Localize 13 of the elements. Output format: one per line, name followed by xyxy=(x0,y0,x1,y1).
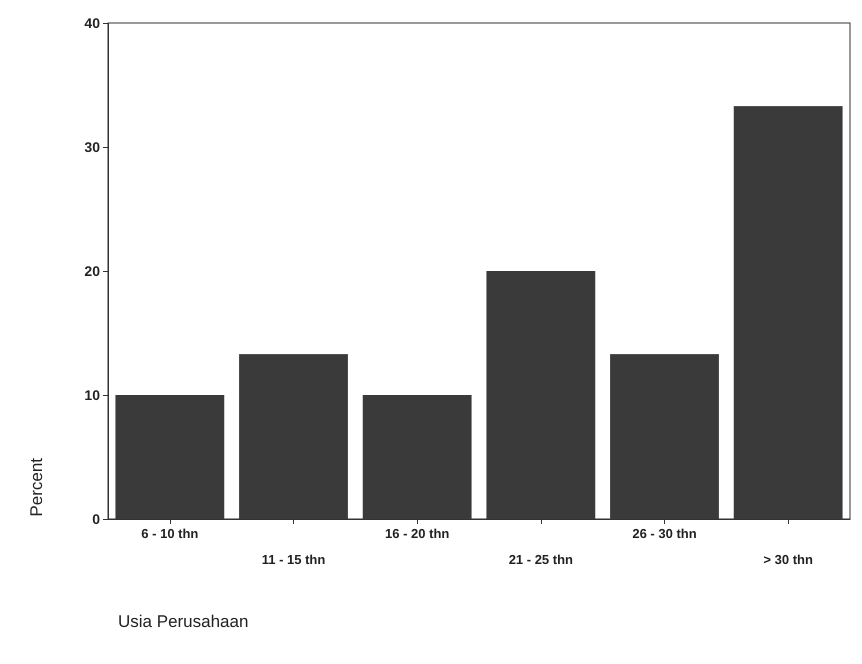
x-tick-label: 21 - 25 thn xyxy=(508,552,574,567)
y-tick-label: 20 xyxy=(84,263,100,279)
x-tick-label: 16 - 20 thn xyxy=(385,526,450,541)
y-tick-label: 10 xyxy=(84,387,100,403)
y-tick-label: 40 xyxy=(84,15,100,31)
y-tick-label: 0 xyxy=(92,511,100,527)
x-tick-label: > 30 thn xyxy=(763,552,813,567)
x-tick-label: 11 - 15 thn xyxy=(262,552,326,567)
y-tick-label: 30 xyxy=(84,139,100,155)
x-tick-label: 26 - 30 thn xyxy=(632,526,697,541)
x-axis-title: Usia Perusahaan xyxy=(118,612,248,631)
x-tick-label: 6 - 10 thn xyxy=(141,526,198,541)
y-axis-title: Percent xyxy=(27,458,46,517)
